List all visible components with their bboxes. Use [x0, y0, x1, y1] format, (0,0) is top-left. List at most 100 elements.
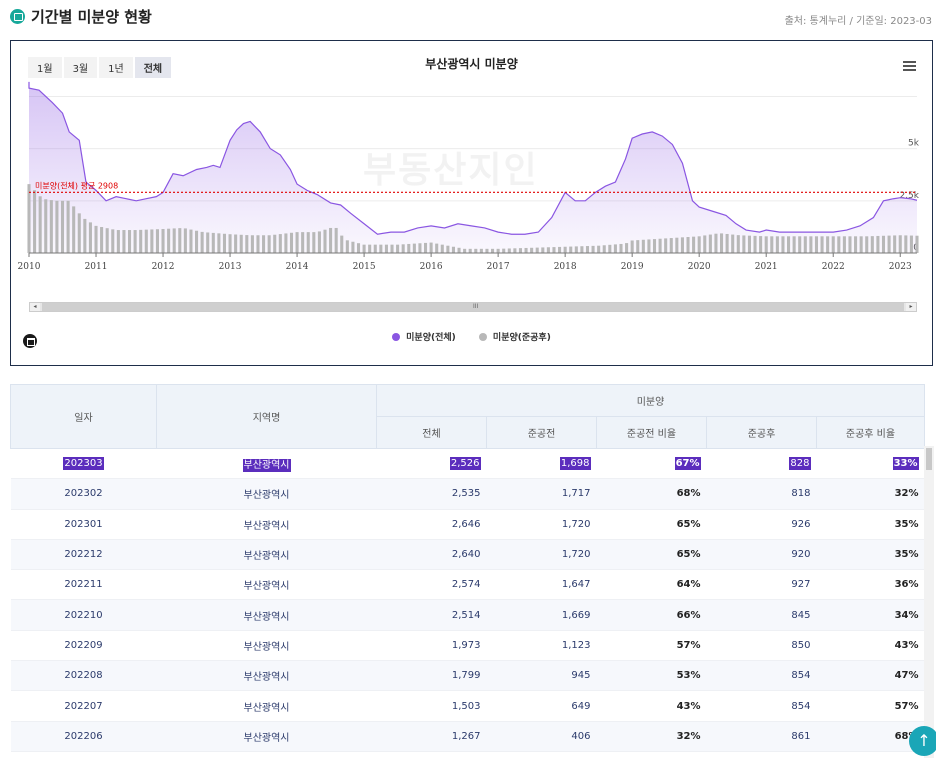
bar-after-completion: [122, 230, 126, 253]
cell-before: 1,123: [486, 630, 597, 662]
cell-before: 1,647: [486, 569, 597, 601]
table-row[interactable]: 202212 부산광역시 2,640 1,720 65% 920 35%: [10, 539, 925, 571]
bar-after-completion: [44, 199, 48, 253]
table-scroll-thumb[interactable]: [926, 448, 932, 470]
header-date[interactable]: 일자: [10, 384, 157, 449]
cell-before-ratio: 57%: [596, 630, 707, 662]
bar-after-completion: [183, 228, 187, 253]
cell-after: 927: [706, 569, 817, 601]
bar-after-completion: [340, 235, 344, 253]
table-row[interactable]: 202303 부산광역시 2,526 1,698 67% 828 33%: [10, 448, 925, 480]
table-row[interactable]: 202206 부산광역시 1,267 406 32% 861 68%: [10, 721, 925, 752]
bar-after-completion: [396, 244, 400, 253]
bar-after-completion: [273, 234, 277, 253]
x-tick-label: 2014: [286, 262, 309, 272]
table-scrollbar[interactable]: [924, 446, 934, 758]
table-row[interactable]: 202208 부산광역시 1,799 945 53% 854 47%: [10, 660, 925, 692]
range-1m-button[interactable]: 1월: [28, 57, 62, 78]
cell-date: 202208: [10, 660, 157, 692]
bar-after-completion: [904, 235, 908, 253]
legend-item-after[interactable]: 미분양(준공후): [478, 330, 551, 343]
scroll-top-button[interactable]: ↑: [909, 726, 936, 756]
cell-after-ratio: 57%: [816, 690, 925, 722]
bar-after-completion: [77, 213, 81, 253]
bar-after-completion: [463, 248, 467, 253]
table-row[interactable]: 202301 부산광역시 2,646 1,720 65% 926 35%: [10, 509, 925, 540]
legend-item-total[interactable]: 미분양(전체): [392, 330, 456, 343]
bar-after-completion: [652, 239, 657, 253]
chart-scrollbar[interactable]: ◂ III ▸: [29, 302, 917, 312]
cell-before-ratio: 68%: [596, 478, 707, 510]
x-tick-label: 2019: [621, 262, 644, 272]
header-total[interactable]: 전체: [376, 416, 487, 449]
cell-region: 부산광역시: [156, 660, 377, 692]
bar-after-completion: [312, 232, 316, 253]
bar-after-completion: [133, 230, 137, 253]
bar-after-completion: [323, 229, 327, 253]
bar-after-completion: [485, 248, 489, 253]
bar-after-completion: [842, 236, 846, 253]
table-row[interactable]: 202302 부산광역시 2,535 1,717 68% 818 32%: [10, 478, 925, 510]
range-all-button[interactable]: 전체: [134, 57, 172, 78]
table-row[interactable]: 202211 부산광역시 2,574 1,647 64% 927 36%: [10, 569, 925, 601]
scroll-right-icon[interactable]: ▸: [906, 303, 916, 311]
bar-after-completion: [267, 235, 271, 253]
bar-after-completion: [848, 236, 852, 253]
x-tick-label: 2020: [688, 262, 711, 272]
bar-after-completion: [116, 230, 120, 253]
menu-icon[interactable]: [903, 61, 916, 71]
bar-after-completion: [546, 247, 550, 253]
table-row[interactable]: 202207 부산광역시 1,503 649 43% 854 57%: [10, 690, 925, 722]
bar-after-completion: [105, 228, 109, 253]
bar-after-completion: [111, 229, 115, 253]
cell-date: 202210: [10, 599, 157, 631]
cell-date: 202209: [10, 630, 157, 662]
x-tick-label: 2022: [822, 262, 845, 272]
bar-after-completion: [876, 235, 880, 253]
table-row[interactable]: 202209 부산광역시 1,973 1,123 57% 850 43%: [10, 630, 925, 662]
cell-total: 1,503: [376, 690, 487, 722]
cell-before-ratio: 67%: [596, 448, 707, 480]
bar-after-completion: [435, 243, 439, 253]
bar-after-completion: [859, 236, 863, 253]
range-1y-button[interactable]: 1년: [99, 57, 133, 78]
bar-after-completion: [234, 234, 238, 253]
bar-after-completion: [60, 200, 65, 253]
bar-after-completion: [887, 235, 891, 253]
cell-total: 2,526: [376, 448, 487, 480]
bar-after-completion: [206, 232, 210, 253]
scroll-thumb[interactable]: III: [42, 303, 904, 311]
cell-before: 1,720: [486, 509, 597, 540]
header-after[interactable]: 준공후: [706, 416, 817, 449]
bar-after-completion: [865, 236, 869, 253]
bar-after-completion: [33, 190, 37, 253]
chart-panel: 1월 3월 1년 전체 부산광역시 미분양 부동산지인 02.5k5k미분양(전…: [10, 40, 933, 366]
bar-after-completion: [703, 235, 707, 253]
header-before-ratio[interactable]: 준공전 비율: [596, 416, 707, 449]
bar-after-completion: [345, 240, 349, 253]
legend-label-total: 미분양(전체): [406, 333, 456, 343]
bar-after-completion: [384, 244, 388, 253]
cell-after-ratio: 35%: [816, 509, 925, 540]
bar-after-completion: [513, 248, 517, 253]
scroll-left-icon[interactable]: ◂: [30, 303, 40, 311]
bar-after-completion: [334, 227, 338, 253]
bar-after-completion: [535, 247, 539, 253]
bar-after-completion: [507, 248, 511, 253]
bar-after-completion: [759, 236, 763, 253]
bar-after-completion: [295, 232, 299, 253]
cell-after-ratio: 32%: [816, 478, 925, 510]
table-row[interactable]: 202210 부산광역시 2,514 1,669 66% 845 34%: [10, 599, 925, 631]
x-tick-label: 2011: [85, 262, 108, 272]
range-3m-button[interactable]: 3월: [63, 57, 98, 78]
cell-after-ratio: 47%: [816, 660, 925, 692]
bar-after-completion: [826, 236, 830, 253]
bar-after-completion: [496, 248, 500, 253]
cell-after-ratio: 36%: [816, 569, 925, 601]
cell-before: 1,717: [486, 478, 597, 510]
cell-after-ratio: 35%: [816, 539, 925, 571]
header-before[interactable]: 준공전: [486, 416, 597, 449]
header-after-ratio[interactable]: 준공후 비율: [815, 416, 926, 449]
header-region[interactable]: 지역명: [156, 384, 377, 449]
bar-after-completion: [697, 236, 701, 253]
